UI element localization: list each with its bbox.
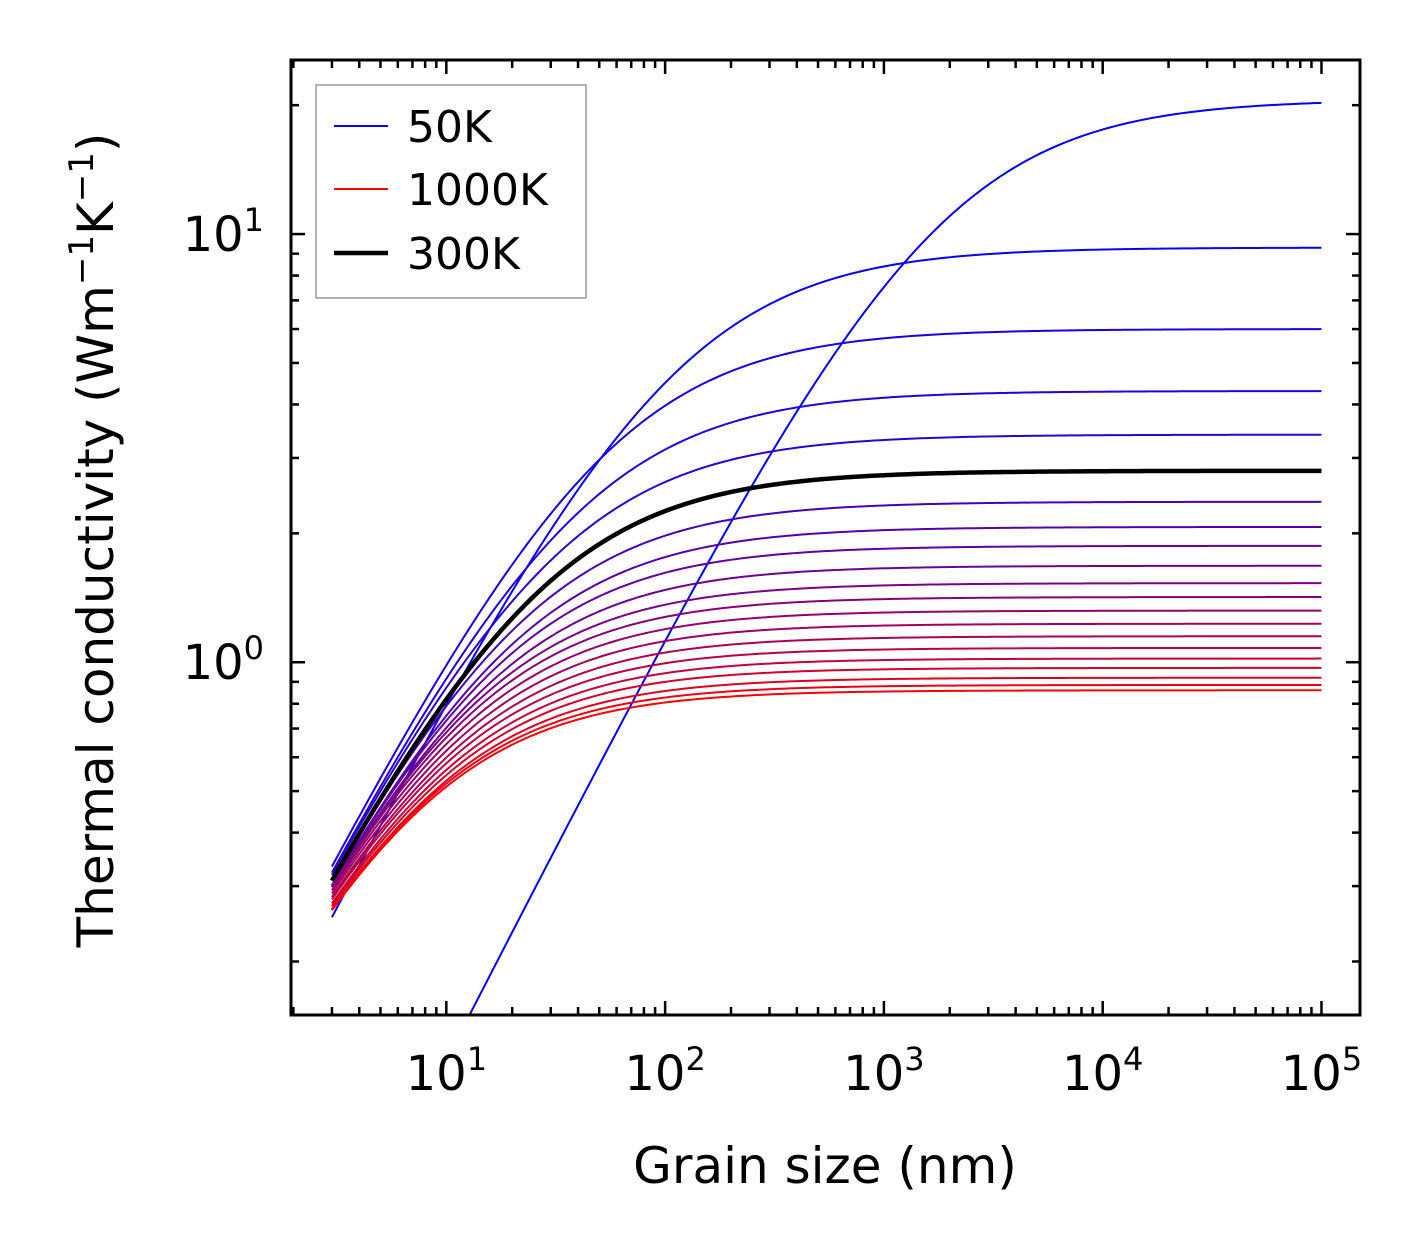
series-line-t13 xyxy=(331,609,1322,891)
series-line-t15 xyxy=(331,635,1322,898)
legend-label-300k: 300K xyxy=(407,229,521,280)
legend: 50K 1000K 300K xyxy=(315,84,587,299)
series-line-t5 xyxy=(331,433,1322,876)
x-axis-title: Grain size (nm) xyxy=(633,1137,1017,1195)
series-line-t12 xyxy=(331,596,1322,888)
legend-label-50k: 50K xyxy=(407,102,493,153)
x-tick-label: 105 xyxy=(1281,1040,1362,1102)
tick-labels: 101 102 103 104 105 100 101 xyxy=(183,201,1363,1102)
series-line-300k xyxy=(329,468,1322,882)
series-line-t9 xyxy=(331,544,1322,886)
series-line-t16 xyxy=(331,646,1322,900)
legend-box xyxy=(315,84,587,299)
series-line-t11 xyxy=(331,582,1322,887)
series-line-t19 xyxy=(331,676,1322,910)
series-line-t3 xyxy=(331,328,1322,867)
series-line-t20 xyxy=(331,683,1322,910)
y-tick-label: 100 xyxy=(183,629,264,691)
series-line-t18 xyxy=(331,666,1322,907)
series-line-t8 xyxy=(331,525,1322,886)
series-layer xyxy=(329,101,1322,1015)
x-tick-label: 103 xyxy=(843,1040,924,1102)
series-line-t10 xyxy=(331,564,1322,888)
series-line-1000k xyxy=(331,689,1322,911)
y-axis-title: Thermal conductivity (Wm−1K−1) xyxy=(62,133,125,949)
x-tick-label: 104 xyxy=(1062,1040,1143,1102)
series-line-t14 xyxy=(331,622,1322,895)
series-line-t7 xyxy=(331,500,1322,882)
series-line-50k xyxy=(468,101,1322,1015)
series-line-t4 xyxy=(331,390,1322,874)
x-tick-label: 102 xyxy=(624,1040,705,1102)
series-line-t2 xyxy=(331,246,1322,918)
series-line-t17 xyxy=(331,657,1322,905)
legend-label-1000k: 1000K xyxy=(407,165,549,216)
x-tick-label: 101 xyxy=(406,1040,487,1102)
plot-frame xyxy=(289,58,1362,1017)
y-tick-label: 101 xyxy=(183,201,264,263)
